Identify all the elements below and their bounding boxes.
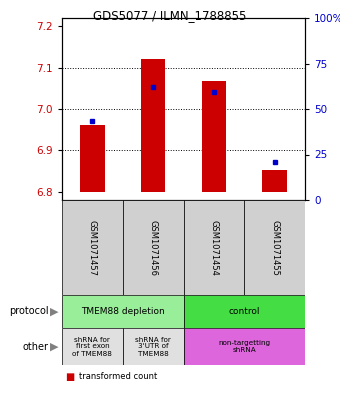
Text: protocol: protocol [9, 307, 48, 316]
Text: other: other [22, 342, 48, 351]
Text: GSM1071456: GSM1071456 [149, 220, 158, 275]
Text: GSM1071457: GSM1071457 [88, 220, 97, 275]
Bar [123, 328, 184, 365]
Text: ▶: ▶ [50, 307, 58, 316]
Bar [141, 59, 165, 192]
Text: GSM1071455: GSM1071455 [270, 220, 279, 275]
Text: GDS5077 / ILMN_1788855: GDS5077 / ILMN_1788855 [93, 9, 247, 22]
Bar [184, 200, 244, 295]
Text: shRNA for
first exon
of TMEM88: shRNA for first exon of TMEM88 [72, 336, 112, 356]
Bar [62, 295, 184, 328]
Text: ■: ■ [65, 372, 75, 382]
Bar [62, 328, 123, 365]
Text: TMEM88 depletion: TMEM88 depletion [81, 307, 165, 316]
Text: shRNA for
3'UTR of
TMEM88: shRNA for 3'UTR of TMEM88 [135, 336, 171, 356]
Text: ▶: ▶ [50, 342, 58, 351]
Bar [62, 200, 123, 295]
Text: non-targetting
shRNA: non-targetting shRNA [218, 340, 270, 353]
Bar [80, 125, 104, 192]
Text: GSM1071454: GSM1071454 [209, 220, 218, 275]
Bar [184, 295, 305, 328]
Bar [244, 200, 305, 295]
Text: transformed count: transformed count [79, 372, 157, 381]
Bar [123, 200, 184, 295]
Bar [262, 170, 287, 192]
Text: control: control [228, 307, 260, 316]
Bar [202, 81, 226, 192]
Bar [184, 328, 305, 365]
